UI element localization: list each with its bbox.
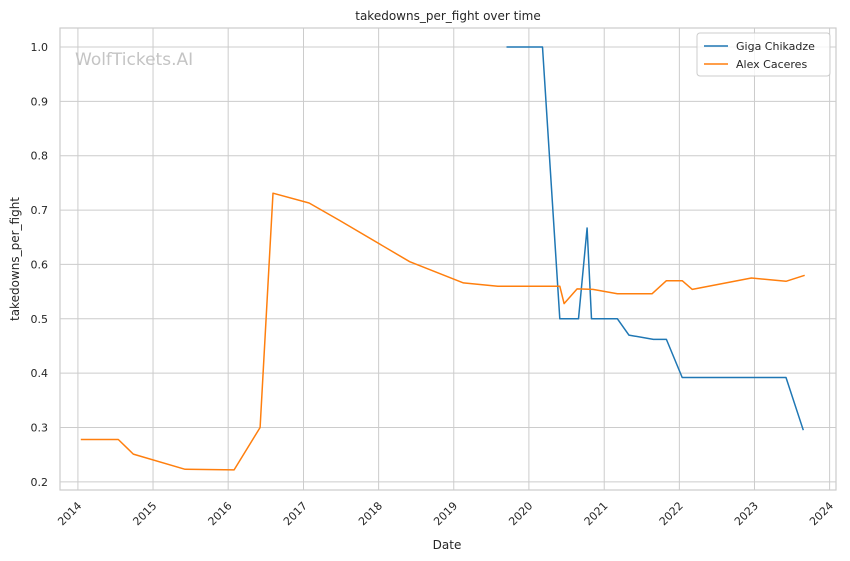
x-tick-label: 2019: [431, 499, 460, 528]
series-line-alex-caceres: [80, 192, 805, 471]
x-tick-label: 2021: [582, 499, 611, 528]
y-tick-label: 0.8: [31, 150, 49, 163]
y-tick-label: 0.5: [31, 313, 49, 326]
legend: Giga Chikadze Alex Caceres: [696, 32, 831, 77]
y-axis-label: takedowns_per_fight: [8, 197, 22, 321]
plot-frame: [59, 27, 837, 491]
y-tick-label: 0.6: [31, 258, 49, 271]
x-tick-label: 2017: [281, 499, 310, 528]
x-axis-label: Date: [433, 538, 462, 552]
x-tick-label: 2015: [130, 499, 159, 528]
y-tick-label: 0.3: [31, 421, 49, 434]
chart-title: takedowns_per_fight over time: [355, 9, 541, 23]
grid: [60, 28, 836, 490]
y-tick-label: 0.4: [31, 367, 49, 380]
x-tick-label: 2014: [55, 499, 84, 528]
watermark: WolfTickets.AI: [75, 50, 193, 70]
x-tick-label: 2023: [732, 499, 761, 528]
x-tick-label: 2020: [506, 499, 535, 528]
x-tick-label: 2024: [807, 499, 836, 528]
y-tick-label: 0.9: [31, 95, 49, 108]
y-tick-label: 0.7: [31, 204, 49, 217]
series-line-giga-chikadze: [506, 46, 805, 431]
legend-label-alex-caceres: Alex Caceres: [736, 58, 807, 71]
x-tick-label: 2018: [356, 499, 385, 528]
x-tick-label: 2022: [657, 499, 686, 528]
x-tick-label: 2016: [206, 499, 235, 528]
legend-label-giga-chikadze: Giga Chikadze: [736, 40, 815, 53]
series-lines: [80, 46, 805, 471]
y-tick-label: 1.0: [31, 41, 49, 54]
legend-box: [696, 32, 831, 77]
y-tick-label: 0.2: [31, 476, 49, 489]
